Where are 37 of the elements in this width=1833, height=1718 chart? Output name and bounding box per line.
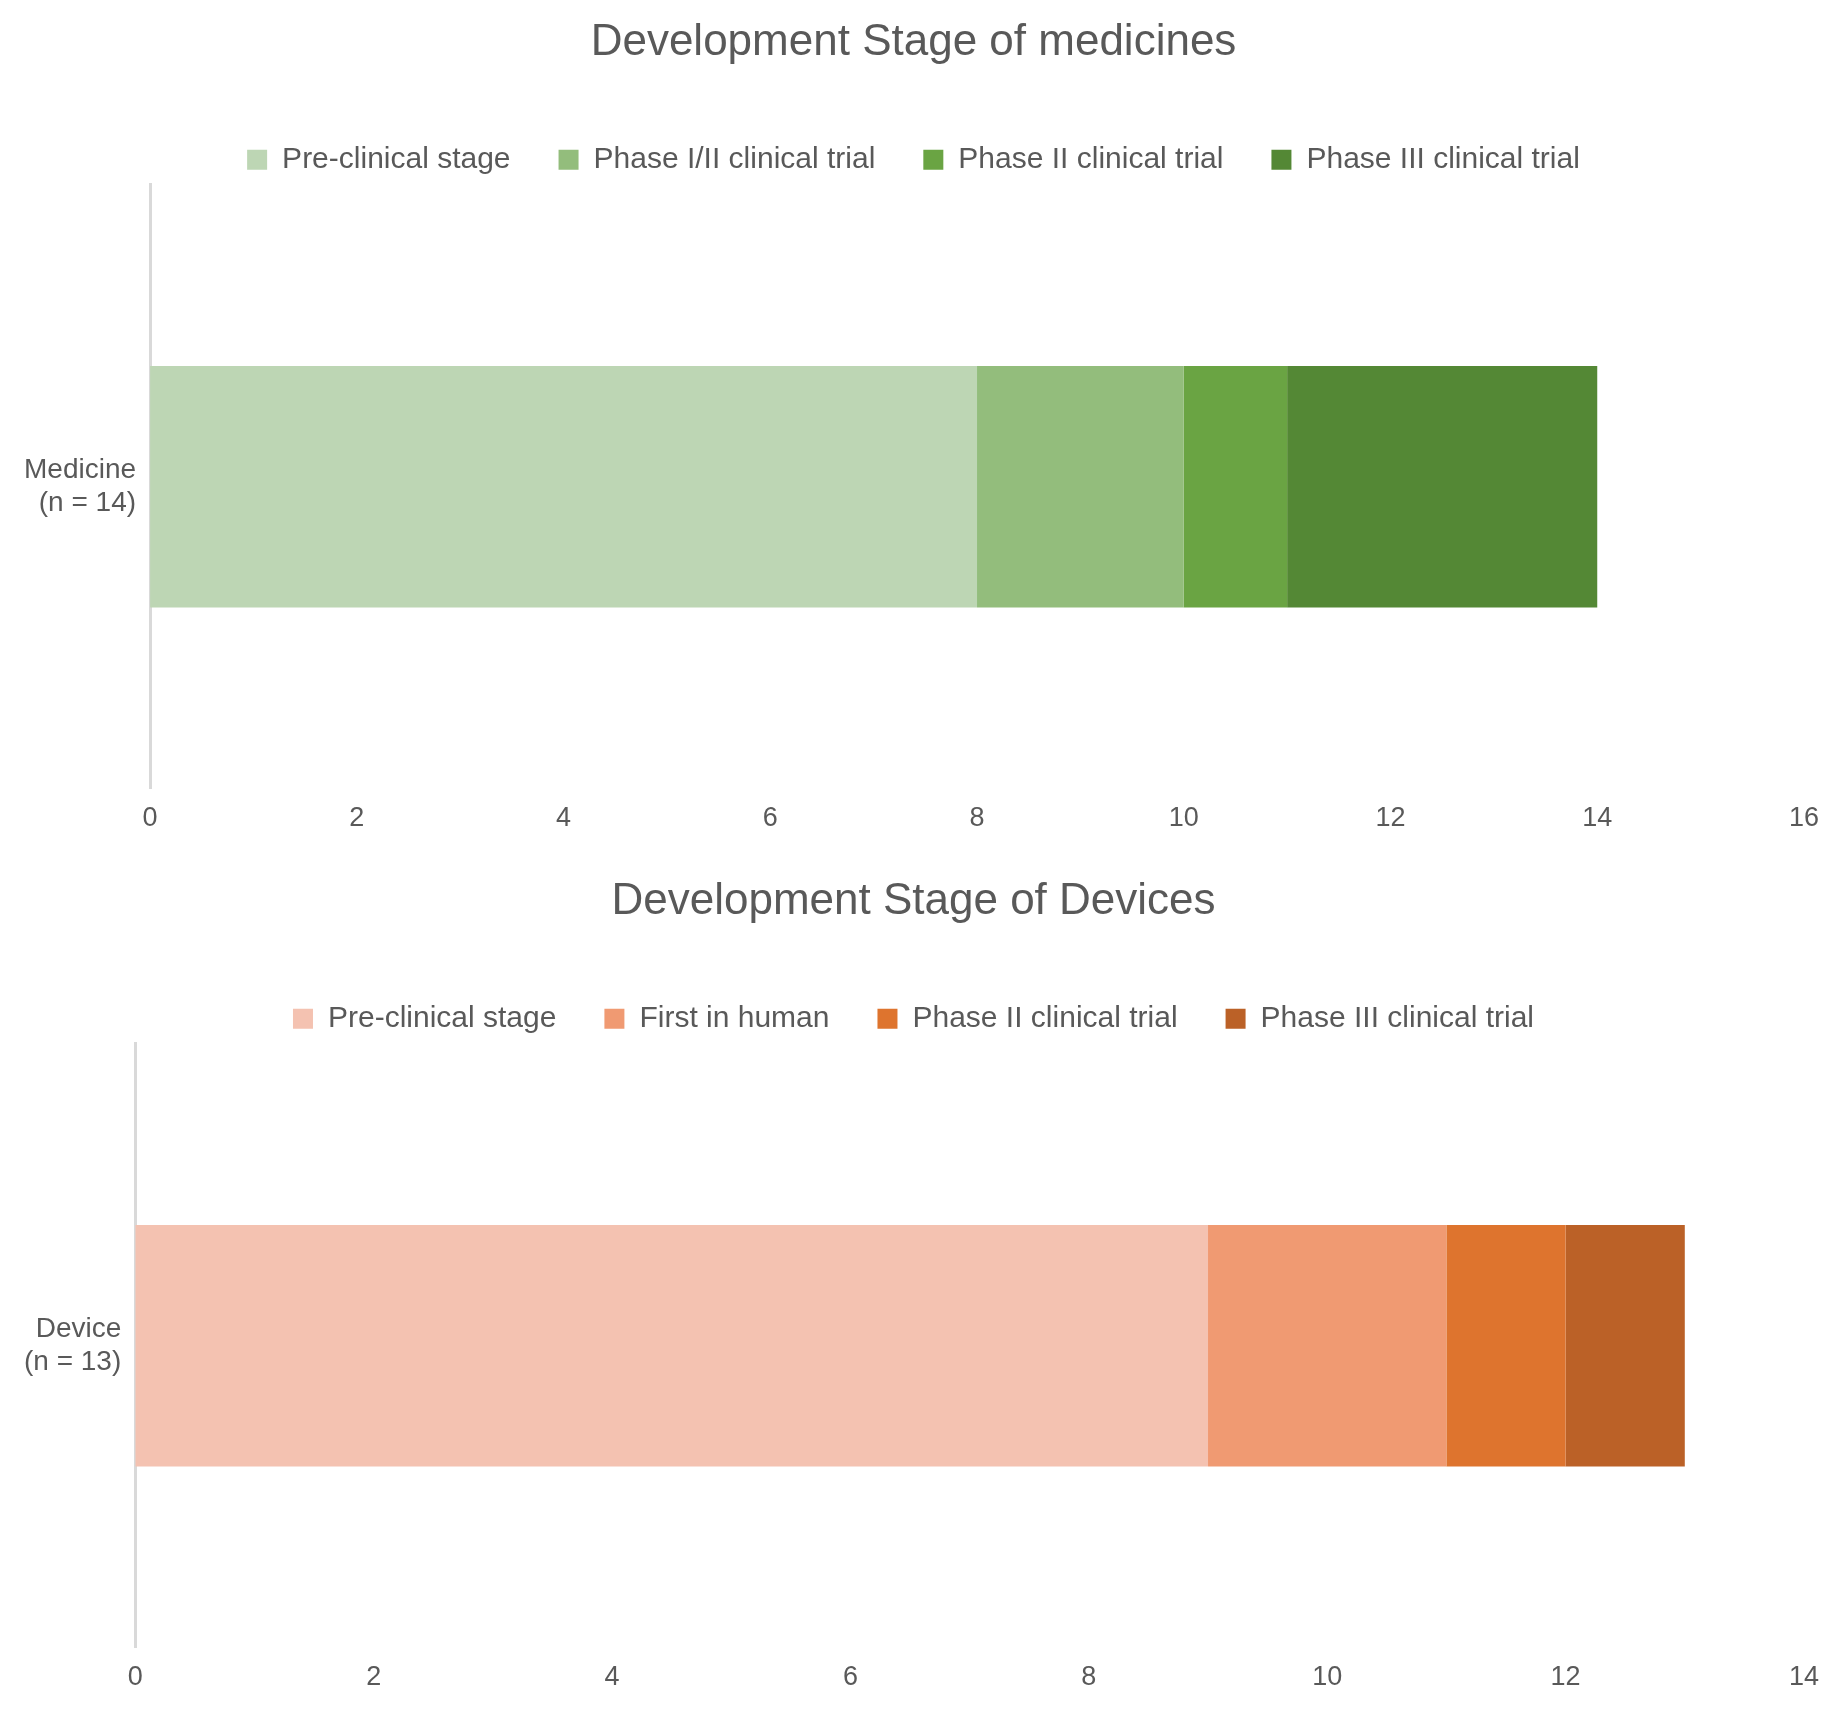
x-tick-label: 14	[1788, 1661, 1820, 1692]
legend-label: Pre-clinical stage	[282, 141, 511, 175]
x-tick-label: 4	[604, 1661, 620, 1692]
x-tick-label: 0	[127, 1661, 143, 1692]
bar	[1565, 1224, 1685, 1467]
x-tick-label: 8	[1081, 1661, 1097, 1692]
chart-title: Development Stage of Devices	[611, 873, 1216, 923]
y-tick-label: Medicine (n = 14)	[23, 452, 137, 518]
bar	[150, 365, 978, 608]
x-tick-label: 16	[1788, 802, 1820, 833]
legend-label: First in human	[639, 1000, 830, 1034]
x-tick-label: 12	[1550, 1661, 1581, 1692]
y-tick-label: Device (n = 13)	[23, 1311, 122, 1377]
x-tick-label: 2	[366, 1661, 382, 1692]
x-tick-label: 14	[1582, 802, 1613, 833]
legend-label: Phase I/II clinical trial	[593, 141, 876, 175]
legend-label: Phase III clinical trial	[1306, 141, 1580, 175]
x-tick-label: 6	[842, 1661, 858, 1692]
x-tick-label: 6	[762, 802, 778, 833]
chart-title: Development Stage of medicines	[590, 14, 1237, 64]
legend-label: Pre-clinical stage	[327, 1000, 557, 1034]
x-tick-label: 0	[142, 802, 158, 833]
bar	[1287, 365, 1598, 608]
bar	[1208, 1224, 1447, 1467]
x-tick-label: 10	[1168, 802, 1199, 833]
legend-label: Phase II clinical trial	[958, 141, 1224, 175]
legend-label: Phase III clinical trial	[1260, 1000, 1535, 1034]
x-tick-label: 4	[556, 802, 572, 833]
legend-label: Phase II clinical trial	[912, 1000, 1178, 1034]
bar	[1446, 1224, 1566, 1467]
bar	[1183, 365, 1288, 608]
x-tick-label: 10	[1312, 1661, 1343, 1692]
x-tick-label: 2	[349, 802, 365, 833]
x-tick-label: 12	[1375, 802, 1406, 833]
bar	[977, 365, 1184, 608]
x-tick-label: 8	[969, 802, 985, 833]
bar	[135, 1224, 1209, 1467]
